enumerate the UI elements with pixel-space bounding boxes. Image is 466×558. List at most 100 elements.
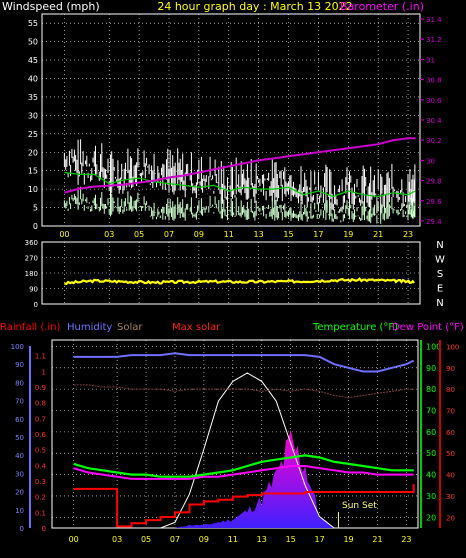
max-solar-label: Max solar bbox=[172, 322, 221, 333]
barometer-tick-label: 31 bbox=[426, 56, 435, 64]
wind-tick-label: 35 bbox=[28, 93, 38, 102]
wind-tick-label: 50 bbox=[28, 38, 38, 47]
wind-hour-label: 23 bbox=[403, 230, 413, 239]
wind-hour-label: 17 bbox=[313, 230, 323, 239]
direction-tick-label: 270 bbox=[25, 255, 38, 263]
dewpoint-tick-label: 70 bbox=[446, 408, 455, 416]
barometer-tick-label: 31.4 bbox=[426, 16, 442, 24]
dewpoint-series bbox=[73, 465, 414, 480]
barometer-tick-label: 30.6 bbox=[426, 97, 442, 105]
rain-hour-label: 03 bbox=[112, 535, 122, 544]
dewpoint-tick-label: 30 bbox=[446, 493, 455, 501]
wind-series bbox=[63, 137, 416, 224]
temperature-series bbox=[73, 454, 414, 478]
rain-hour-label: 09 bbox=[199, 535, 209, 544]
compass-label: W bbox=[435, 255, 445, 266]
temperature-tick-label: 40 bbox=[426, 471, 436, 480]
wind-hour-label: 07 bbox=[164, 230, 174, 239]
solar-label: Solar bbox=[117, 322, 143, 333]
avg-temperature-series bbox=[73, 384, 414, 399]
rain-hour-label: 00 bbox=[69, 535, 79, 544]
wind-tick-label: 25 bbox=[28, 130, 38, 139]
temperature-tick-label: 20 bbox=[426, 513, 436, 522]
wind-tick-label: 10 bbox=[28, 185, 38, 194]
dewpoint-tick-label: 60 bbox=[446, 429, 455, 437]
dewpoint-label: Dew Point (°F) bbox=[392, 322, 464, 333]
wind-average-series bbox=[64, 171, 416, 198]
direction-tick-label: 90 bbox=[29, 286, 38, 294]
direction-tick-label: 360 bbox=[25, 239, 38, 247]
dewpoint-tick-label: 80 bbox=[446, 386, 455, 394]
rain-tick-label: 1 bbox=[42, 368, 46, 376]
rain-x-axis: 00 03 05 07 09 11 13 15 17 19 21 23 bbox=[69, 535, 412, 544]
rain-hour-label: 17 bbox=[315, 535, 325, 544]
wind-hour-label: 09 bbox=[194, 230, 204, 239]
rain-hour-label: 23 bbox=[401, 535, 411, 544]
direction-tick-label: 0 bbox=[34, 301, 38, 309]
rain-hour-label: 05 bbox=[141, 535, 151, 544]
barometer-tick-label: 30.4 bbox=[426, 117, 442, 125]
rainfall-label: Rainfall (.in) bbox=[0, 322, 61, 333]
wind-hour-label: 15 bbox=[283, 230, 293, 239]
humidity-tick-label: 0 bbox=[20, 525, 24, 533]
wind-tick-label: 0 bbox=[33, 222, 38, 231]
humidity-tick-label: 20 bbox=[15, 489, 24, 497]
temperature-tick-label: 90 bbox=[426, 364, 436, 373]
compass-label: E bbox=[437, 284, 443, 295]
rain-tick-label: 0 bbox=[42, 525, 46, 533]
direction-axis: 360 270 180 90 0 bbox=[25, 239, 38, 309]
direction-series bbox=[64, 277, 415, 286]
rain-tick-label: 0.8 bbox=[35, 400, 46, 408]
direction-series bbox=[64, 277, 415, 286]
temperature-tick-label: 60 bbox=[426, 428, 436, 437]
wind-hour-label: 19 bbox=[343, 230, 353, 239]
rain-hour-label: 15 bbox=[286, 535, 296, 544]
wind-hour-label: 13 bbox=[254, 230, 264, 239]
direction-tick-label: 180 bbox=[25, 270, 38, 278]
chart-title: 24 hour graph day : March 13 2022 bbox=[157, 0, 352, 13]
temperature-tick-label: 100 bbox=[426, 342, 441, 351]
compass-label: N bbox=[436, 240, 443, 251]
rain-tick-label: 0.7 bbox=[35, 415, 46, 423]
temperature-tick-label: 50 bbox=[426, 449, 436, 458]
temperature-tick-label: 80 bbox=[426, 385, 436, 394]
wind-hour-label: 03 bbox=[104, 230, 114, 239]
barometer-tick-label: 31.2 bbox=[426, 36, 442, 44]
rain-series bbox=[73, 352, 415, 529]
temperature-tick-label: 30 bbox=[426, 492, 436, 501]
humidity-tick-label: 60 bbox=[15, 416, 24, 424]
rain-plot: 0 0.1 0.2 0.3 0.4 0.5 0.6 0.7 0.8 0.9 1 1.1 0 10 20 30… bbox=[11, 339, 459, 544]
dewpoint-tick-label: 20 bbox=[446, 514, 455, 522]
barometer-tick-label: 30.2 bbox=[426, 137, 442, 145]
barometer-tick-label: 30 bbox=[426, 157, 435, 165]
dewpoint-tick-label: 40 bbox=[446, 472, 455, 480]
rain-axis: 0 0.1 0.2 0.3 0.4 0.5 0.6 0.7 0.8 0.9 1 1.1 bbox=[35, 353, 47, 533]
humidity-tick-label: 10 bbox=[15, 507, 24, 515]
wind-left-axis: 0 5 10 15 20 25 30 35 40 45 50 55 bbox=[28, 19, 38, 231]
wind-tick-label: 45 bbox=[28, 56, 38, 65]
humidity-tick-label: 80 bbox=[15, 379, 24, 387]
rain-tick-label: 0.2 bbox=[35, 494, 46, 502]
max-solar-series bbox=[73, 372, 414, 529]
humidity-tick-label: 30 bbox=[15, 470, 24, 478]
wind-tick-label: 15 bbox=[28, 167, 38, 176]
rain-tick-label: 1.1 bbox=[35, 353, 46, 361]
gust-series bbox=[63, 186, 416, 224]
temperature-axis: 20 30 40 50 60 70 80 90 100 bbox=[420, 340, 441, 528]
barometer-label: Barometer (.in) bbox=[340, 0, 424, 13]
rain-hour-label: 11 bbox=[228, 535, 238, 544]
rain-tick-label: 0.4 bbox=[35, 462, 47, 470]
rain-tick-label: 0.6 bbox=[35, 431, 47, 439]
temperature-tick-label: 70 bbox=[426, 407, 436, 416]
humidity-tick-label: 70 bbox=[15, 398, 24, 406]
wind-tick-label: 55 bbox=[28, 19, 38, 28]
humidity-label: Humidity bbox=[67, 322, 112, 333]
humidity-tick-label: 100 bbox=[11, 343, 24, 351]
dewpoint-tick-label: 90 bbox=[446, 365, 455, 373]
sunset-label: Sun Set bbox=[342, 501, 377, 511]
wind-hour-label: 21 bbox=[373, 230, 383, 239]
